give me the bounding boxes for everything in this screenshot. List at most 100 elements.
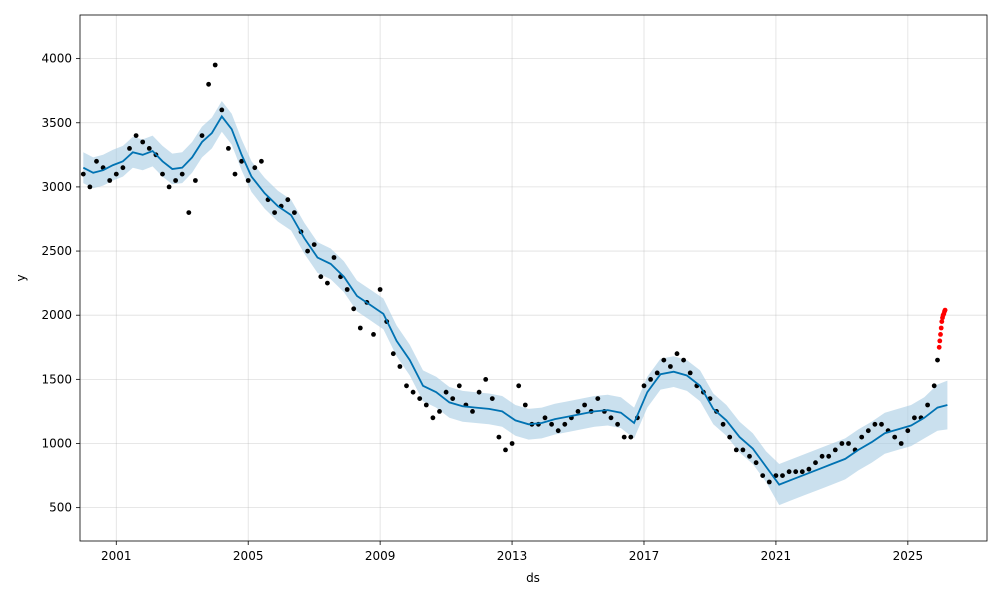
y-tick-label: 3500: [41, 116, 72, 130]
observed-point: [437, 409, 442, 414]
x-axis-label: ds: [526, 571, 540, 585]
observed-point: [582, 402, 587, 408]
observed-point: [140, 139, 146, 145]
observed-point: [417, 396, 423, 401]
observed-point: [325, 280, 330, 286]
observed-point: [476, 389, 482, 395]
observed-point: [371, 332, 376, 337]
recent-point: [938, 332, 943, 337]
observed-point: [87, 184, 93, 190]
observed-point: [272, 210, 277, 216]
observed-point: [905, 428, 911, 434]
observed-point: [668, 364, 673, 369]
y-tick-label: 3000: [41, 180, 72, 194]
observed-point: [377, 287, 383, 292]
observed-point: [641, 383, 647, 389]
observed-point: [120, 165, 126, 171]
observed-point: [621, 434, 627, 440]
observed-point: [542, 415, 548, 421]
observed-point: [212, 62, 218, 68]
y-axis-ticks: 500 1000 1500 2000 2500 3000 3500 4000: [41, 52, 80, 515]
observed-point: [232, 171, 238, 177]
observed-point: [344, 287, 350, 292]
observed-point: [259, 158, 264, 164]
x-tick-label: 2005: [233, 549, 264, 563]
observed-point: [648, 377, 653, 382]
x-tick-label: 2001: [101, 549, 132, 563]
observed-point: [186, 210, 192, 216]
observed-point: [318, 274, 324, 280]
observed-point: [226, 146, 231, 151]
observed-point: [173, 178, 179, 183]
observed-point: [740, 447, 746, 453]
observed-point: [687, 370, 693, 376]
observed-point: [206, 81, 212, 87]
observed-point: [496, 434, 502, 440]
observed-point: [423, 402, 429, 408]
y-tick-label: 500: [49, 501, 72, 515]
observed-point: [681, 357, 686, 363]
observed-point: [146, 146, 152, 151]
observed-point: [727, 434, 733, 440]
observed-point: [489, 396, 495, 401]
observed-point: [390, 351, 396, 357]
observed-point: [292, 210, 297, 216]
observed-point: [193, 178, 198, 183]
observed-point: [766, 479, 772, 485]
recent-point: [938, 325, 944, 331]
observed-point: [80, 171, 86, 177]
observed-point: [773, 473, 779, 478]
observed-point: [456, 383, 462, 389]
observed-point: [935, 357, 940, 363]
x-tick-label: 2017: [629, 549, 660, 563]
y-axis-label: y: [14, 274, 28, 281]
observed-point: [94, 158, 99, 164]
observed-point: [127, 146, 132, 151]
observed-point: [397, 364, 403, 369]
observed-point: [562, 421, 568, 427]
recent-point: [936, 344, 942, 350]
observed-point: [199, 133, 205, 139]
observed-point: [470, 409, 475, 414]
recent-points: [936, 307, 948, 350]
uncertainty-band: [83, 101, 948, 506]
observed-point: [113, 171, 119, 177]
observed-point: [305, 248, 310, 254]
observed-point: [819, 453, 825, 459]
observed-point: [733, 447, 739, 453]
observed-point: [179, 171, 185, 177]
observed-point: [503, 447, 508, 453]
y-tick-label: 2500: [41, 244, 72, 258]
observed-point: [239, 158, 245, 164]
recent-point: [942, 307, 948, 313]
observed-point: [404, 383, 409, 389]
observed-point: [931, 383, 937, 389]
observed-point: [925, 402, 930, 408]
observed-point: [615, 421, 620, 427]
observed-point: [628, 434, 634, 440]
observed-point: [410, 389, 416, 395]
observed-point: [786, 469, 792, 475]
y-tick-label: 2000: [41, 308, 72, 322]
observed-point: [608, 415, 614, 421]
observed-point: [898, 441, 904, 446]
observed-point: [555, 428, 561, 434]
x-axis-ticks: 2001 2005 2009 2013 2017 2021 2025: [101, 541, 923, 563]
observed-point: [720, 421, 726, 427]
observed-point: [832, 447, 838, 453]
observed-point: [892, 434, 898, 440]
plot-frame: [79, 14, 988, 542]
observed-point: [872, 421, 878, 427]
observed-point: [865, 428, 871, 434]
observed-point: [753, 460, 759, 466]
observed-point: [595, 396, 601, 401]
observed-point: [443, 389, 449, 395]
x-tick-label: 2025: [893, 549, 924, 563]
y-tick-label: 1000: [41, 436, 72, 450]
observed-point: [654, 370, 660, 376]
observed-point: [252, 165, 258, 171]
observed-point: [516, 383, 522, 389]
observed-point: [912, 415, 917, 421]
